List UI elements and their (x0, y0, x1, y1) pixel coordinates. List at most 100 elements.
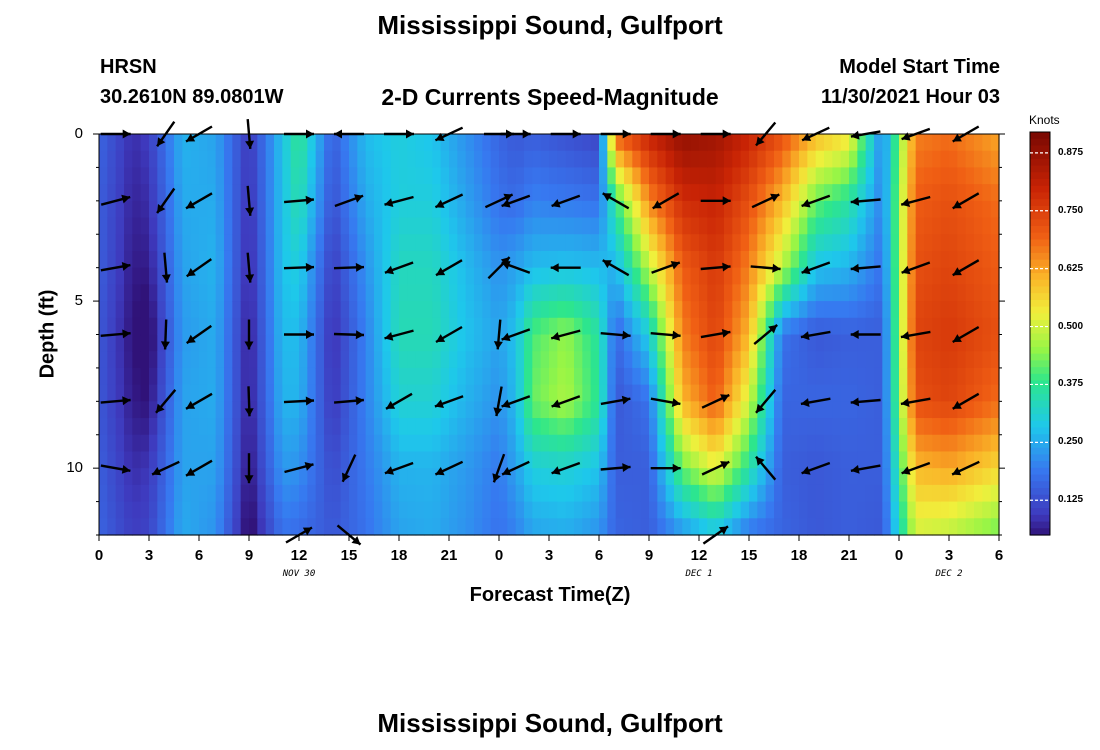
colorbar-segment (1030, 232, 1050, 241)
heatmap-cell (857, 351, 867, 369)
heatmap-cell (499, 501, 508, 519)
heatmap-cell (590, 484, 600, 503)
heatmap-cell (282, 150, 292, 169)
heatmap-cell (232, 167, 242, 185)
heatmap-cell (524, 167, 533, 185)
heatmap-cell (299, 234, 308, 252)
heatmap-cell (315, 234, 325, 252)
heatmap-cell (207, 184, 217, 202)
heatmap-cell (215, 451, 225, 469)
heatmap-cell (965, 267, 975, 285)
heatmap-cell (707, 200, 717, 219)
heatmap-cell (849, 184, 858, 202)
heatmap-cell (982, 200, 992, 219)
heatmap-cell (457, 451, 467, 469)
heatmap-cell (957, 401, 967, 419)
heatmap-cell (215, 351, 225, 369)
heatmap-cell (665, 501, 675, 519)
heatmap-cell (774, 434, 783, 453)
heatmap-cell (724, 401, 733, 419)
heatmap-cell (224, 234, 233, 252)
heatmap-cell (840, 234, 850, 252)
heatmap-cell (99, 384, 108, 402)
heatmap-cell (390, 184, 400, 202)
heatmap-cell (315, 384, 325, 402)
heatmap-cell (807, 334, 817, 352)
heatmap-cell (757, 234, 767, 252)
heatmap-cell (799, 200, 808, 219)
colorbar-segment (1030, 440, 1050, 449)
heatmap-cell (899, 150, 908, 169)
heatmap-cell (790, 418, 800, 436)
heatmap-cell (132, 184, 142, 202)
heatmap-cell (932, 434, 942, 453)
heatmap-cell (315, 200, 325, 219)
heatmap-cell (557, 284, 567, 302)
heatmap-cell (949, 484, 958, 503)
heatmap-cell (340, 234, 350, 252)
heatmap-cell (265, 167, 275, 185)
heatmap-cell (757, 501, 767, 519)
heatmap-cell (815, 167, 825, 185)
heatmap-cell (632, 367, 642, 386)
heatmap-cell (374, 501, 383, 519)
heatmap-cell (532, 334, 542, 352)
heatmap-cell (615, 250, 625, 269)
heatmap-cell (365, 401, 375, 419)
heatmap-cell (840, 167, 850, 185)
heatmap-cell (407, 351, 417, 369)
heatmap-cell (590, 367, 600, 386)
heatmap-cell (107, 484, 117, 503)
heatmap-cell (932, 200, 942, 219)
date-label: NOV 30 (282, 569, 316, 579)
heatmap-cell (757, 250, 767, 269)
heatmap-cell (257, 501, 267, 519)
heatmap-cell (165, 351, 175, 369)
heatmap-cell (665, 267, 675, 285)
current-vector-head (501, 399, 511, 408)
heatmap-cell (232, 518, 242, 536)
heatmap-cell (907, 267, 917, 285)
heatmap-cell (849, 384, 858, 402)
heatmap-cell (615, 468, 625, 486)
heatmap-cell (165, 334, 175, 352)
heatmap-cell (549, 250, 558, 269)
heatmap-cell (532, 250, 542, 269)
heatmap-cell (615, 418, 625, 436)
heatmap-cell (632, 284, 642, 302)
heatmap-cell (374, 284, 383, 302)
heatmap-cell (557, 217, 567, 235)
heatmap-cell (507, 200, 517, 219)
heatmap-cell (190, 351, 200, 369)
x-tick-label: 12 (690, 547, 708, 564)
heatmap-cell (899, 434, 908, 453)
heatmap-cell (724, 150, 733, 169)
heatmap-cell (549, 284, 558, 302)
heatmap-cell (190, 184, 200, 202)
heatmap-cell (324, 217, 333, 235)
heatmap-cell (807, 234, 817, 252)
heatmap-cell (149, 518, 158, 536)
heatmap-cell (290, 200, 300, 219)
heatmap-cell (340, 184, 350, 202)
heatmap-cell (974, 234, 983, 252)
heatmap-cell (907, 367, 917, 386)
heatmap-cell (399, 418, 408, 436)
current-vector-head (801, 466, 811, 475)
heatmap-cell (807, 150, 817, 169)
heatmap-cell (899, 200, 908, 219)
heatmap-cell (682, 250, 692, 269)
heatmap-cell (765, 200, 775, 219)
heatmap-cell (740, 217, 750, 235)
heatmap-cell (140, 434, 150, 453)
heatmap-cell (540, 501, 550, 519)
heatmap-cell (890, 217, 900, 235)
heatmap-cell (732, 267, 742, 285)
heatmap-cell (349, 434, 358, 453)
heatmap-cell (799, 301, 808, 319)
heatmap-cell (490, 317, 500, 336)
heatmap-cell (574, 250, 583, 269)
heatmap-cell (899, 250, 908, 269)
heatmap-cell (332, 451, 342, 469)
colorbar-segment (1030, 326, 1050, 335)
